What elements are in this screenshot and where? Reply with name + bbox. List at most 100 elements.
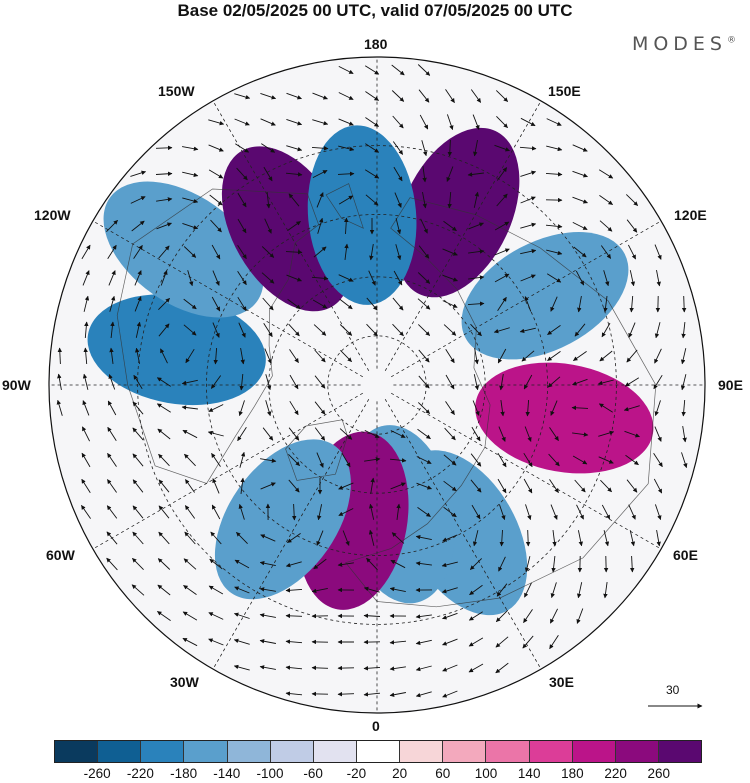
colorbar-tick-label: 260 (647, 766, 671, 781)
wind-arrow (134, 270, 142, 286)
wind-arrow (338, 274, 354, 282)
wind-arrow (259, 639, 276, 644)
wind-arrow (363, 586, 380, 593)
wind-arrow (389, 640, 407, 645)
wind-arrow (472, 400, 480, 416)
wind-arrow (468, 611, 483, 621)
wind-arrow (106, 505, 118, 519)
wind-arrow (106, 219, 118, 233)
wind-arrow (261, 143, 276, 153)
wind-arrow (415, 691, 432, 698)
wind-arrow (182, 429, 198, 439)
wind-arrow (132, 479, 144, 493)
wind-arrow (156, 222, 172, 230)
wind-arrow (496, 583, 508, 597)
wind-arrow (600, 245, 612, 259)
wind-arrow (211, 453, 221, 467)
wind-arrow (469, 558, 483, 570)
wind-arrow (498, 504, 506, 521)
wind-arrow (265, 400, 272, 417)
wind-arrow (598, 456, 614, 464)
wind-arrow (133, 245, 143, 259)
wind-arrow (182, 637, 198, 647)
wind-arrow (286, 118, 303, 126)
wind-arrow (468, 663, 484, 673)
wind-arrow (160, 348, 168, 364)
wind-arrow (389, 458, 407, 463)
wind-arrow (441, 561, 458, 568)
wind-arrow (572, 144, 588, 152)
colorbar-tick-label: -220 (126, 766, 154, 781)
wind-arrow (525, 399, 530, 417)
coastline (345, 197, 657, 608)
wind-arrow (260, 482, 276, 490)
wind-arrow (157, 558, 171, 570)
wind-arrow (156, 403, 171, 413)
wind-arrow (312, 169, 328, 179)
wind-arrow (211, 296, 221, 312)
wind-arrow (446, 166, 454, 182)
wind-arrow (311, 665, 329, 671)
colorbar-tick-label: 20 (392, 766, 408, 781)
wind-arrow (237, 296, 247, 312)
wind-arrow (208, 144, 224, 152)
wind-arrow (418, 375, 430, 389)
wind-arrow (240, 477, 245, 494)
wind-arrow (132, 531, 144, 545)
wind-arrow (626, 479, 638, 493)
meridian-line (92, 220, 363, 378)
wind-arrow (442, 248, 458, 256)
wind-arrow (184, 453, 196, 467)
wind-arrow (656, 270, 661, 287)
wind-arrow (130, 170, 147, 177)
wind-arrow (109, 347, 114, 364)
wind-arrow (314, 401, 326, 415)
wind-arrow (238, 503, 245, 520)
wind-arrow (681, 452, 688, 469)
wind-arrow (132, 505, 144, 519)
lon-label-120w: 120W (34, 207, 71, 223)
wind-arrow (497, 452, 507, 468)
wind-arrow (468, 637, 484, 647)
wind-arrow (157, 611, 171, 621)
wind-arrow (417, 428, 431, 440)
wind-arrow (443, 324, 457, 336)
wind-arrow (156, 377, 171, 387)
wind-arrow (625, 194, 639, 206)
wind-arrow (576, 608, 584, 624)
wind-arrow (445, 348, 455, 364)
wind-arrow (181, 405, 198, 410)
colorbar-swatch (486, 741, 530, 762)
meridian-line (92, 392, 363, 550)
wind-arrow (56, 399, 63, 416)
wind-arrow (549, 608, 559, 624)
wind-arrow (494, 221, 510, 231)
wind-arrow (106, 557, 118, 571)
wind-arrow (494, 248, 510, 256)
wind-arrow (212, 322, 220, 338)
wind-arrow (311, 276, 329, 281)
wind-arrow (520, 248, 537, 255)
wind-arrow (183, 246, 197, 258)
wind-arrow (572, 432, 589, 437)
wind-arrow (603, 530, 610, 547)
colorbar-tick-label: -180 (170, 766, 198, 781)
wind-arrow (233, 612, 250, 619)
wind-arrow (549, 635, 559, 650)
wind-arrow (260, 118, 276, 126)
wind-arrow (627, 244, 637, 260)
wind-arrow (237, 245, 247, 260)
colorbar-swatch (400, 741, 444, 762)
colorbar-tick-label: -60 (303, 766, 323, 781)
wind-arrow (365, 143, 380, 153)
wind-arrow (500, 400, 505, 417)
wind-arrow (442, 534, 458, 542)
wind-arrow (392, 115, 404, 129)
colorbar-tick-label: 220 (604, 766, 627, 781)
wind-arrow (471, 504, 481, 520)
wind-arrow (182, 146, 199, 151)
wind-arrow (210, 219, 222, 233)
wind-arrow (339, 324, 353, 336)
lon-label-0: 0 (372, 718, 380, 734)
wind-arrow (389, 587, 406, 593)
